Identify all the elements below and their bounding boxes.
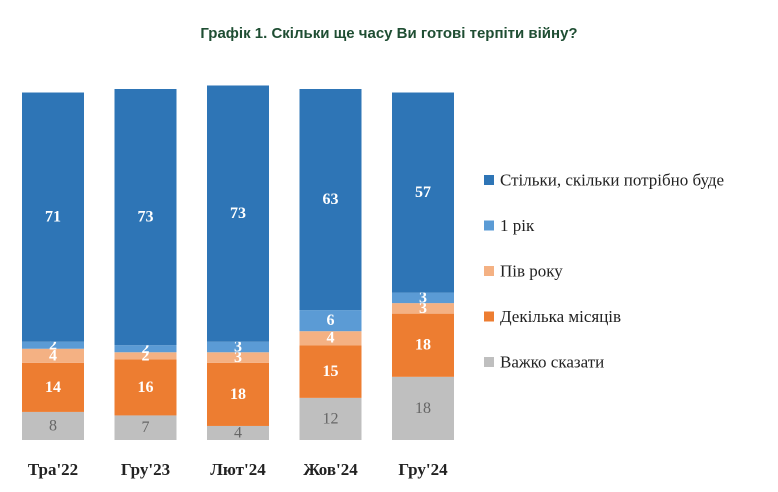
data-label: 3 bbox=[419, 289, 427, 306]
data-label: 2 bbox=[142, 347, 150, 364]
bar-segment-важко-сказати-3 bbox=[299, 397, 362, 440]
data-label: 3 bbox=[234, 349, 242, 366]
bar-segment-декілька-місяців-4 bbox=[392, 313, 454, 377]
data-label: 18 bbox=[415, 400, 431, 417]
chart-title: Графік 1. Скільки ще часу Ви готові терп… bbox=[200, 25, 578, 42]
data-label: 15 bbox=[323, 363, 339, 380]
bar-segment-1-рік-0 bbox=[22, 341, 84, 349]
category-label: Тра'22 bbox=[28, 460, 78, 479]
data-label: 12 bbox=[323, 410, 339, 427]
bar-segment-декілька-місяців-1 bbox=[114, 359, 177, 416]
data-label: 63 bbox=[323, 191, 339, 208]
bar-segment-пів-року-4 bbox=[392, 303, 454, 314]
bar-segment-декілька-місяців-3 bbox=[299, 345, 362, 398]
bar-segment-пів-року-0 bbox=[22, 348, 84, 363]
legend-label: 1 рік bbox=[500, 216, 535, 235]
data-label: 73 bbox=[138, 209, 154, 226]
category-label: Гру'24 bbox=[398, 460, 448, 479]
legend-swatch-важко-сказати bbox=[484, 357, 494, 367]
data-label: 3 bbox=[234, 338, 242, 355]
data-label: 8 bbox=[49, 417, 57, 434]
bar-segment-декілька-місяців-0 bbox=[22, 362, 84, 412]
data-label: 4 bbox=[327, 330, 335, 347]
bar-segment-стільки-скільки-потрібно-буде-1 bbox=[114, 89, 177, 346]
data-label: 4 bbox=[234, 424, 242, 441]
data-label: 16 bbox=[138, 379, 154, 396]
bar-segment-пів-року-1 bbox=[114, 352, 177, 360]
data-label: 57 bbox=[415, 184, 431, 201]
bar-segment-1-рік-4 bbox=[392, 292, 454, 304]
bar-segment-стільки-скільки-потрібно-буде-4 bbox=[392, 92, 454, 293]
data-label: 18 bbox=[415, 337, 431, 354]
category-label: Лют'24 bbox=[210, 460, 266, 479]
data-label: 14 bbox=[45, 379, 61, 396]
bar-segment-пів-року-3 bbox=[299, 331, 362, 346]
bar-segment-важко-сказати-2 bbox=[207, 425, 269, 440]
data-label: 73 bbox=[230, 205, 246, 222]
legend-label: Важко сказати bbox=[500, 353, 604, 372]
bar-segment-стільки-скільки-потрібно-буде-2 bbox=[207, 85, 269, 342]
category-label: Жов'24 bbox=[303, 460, 358, 479]
bar-segment-декілька-місяців-2 bbox=[207, 362, 269, 426]
legend-swatch-1-рік bbox=[484, 220, 494, 231]
legend-swatch-пів-року bbox=[484, 266, 494, 276]
data-label: 71 bbox=[45, 209, 61, 226]
legend-swatch-стільки-скільки-потрібно-буде bbox=[484, 175, 494, 185]
legend-label: Пів року bbox=[500, 262, 563, 281]
bar-segment-важко-сказати-0 bbox=[22, 411, 84, 440]
bar-segment-1-рік-2 bbox=[207, 341, 269, 353]
data-label: 18 bbox=[230, 386, 246, 403]
legend-label: Стільки, скільки потрібно буде bbox=[500, 171, 724, 190]
legend-swatch-декілька-місяців bbox=[484, 311, 494, 322]
bar-segment-важко-сказати-4 bbox=[392, 376, 454, 440]
legend-label: Декілька місяців bbox=[500, 307, 621, 326]
bar-segment-пів-року-2 bbox=[207, 352, 269, 363]
data-label: 6 bbox=[327, 312, 335, 329]
bar-segment-стільки-скільки-потрібно-буде-0 bbox=[22, 92, 84, 342]
data-label: 2 bbox=[142, 340, 150, 357]
data-label: 7 bbox=[142, 419, 150, 436]
data-label: 4 bbox=[49, 347, 57, 364]
bar-segment-важко-сказати-1 bbox=[114, 415, 177, 440]
bar-segment-1-рік-3 bbox=[299, 310, 362, 332]
bar-segment-стільки-скільки-потрібно-буде-3 bbox=[299, 89, 362, 311]
data-label: 2 bbox=[49, 337, 57, 354]
bar-segment-1-рік-1 bbox=[114, 345, 177, 353]
data-label: 3 bbox=[419, 300, 427, 317]
category-label: Гру'23 bbox=[121, 460, 170, 479]
